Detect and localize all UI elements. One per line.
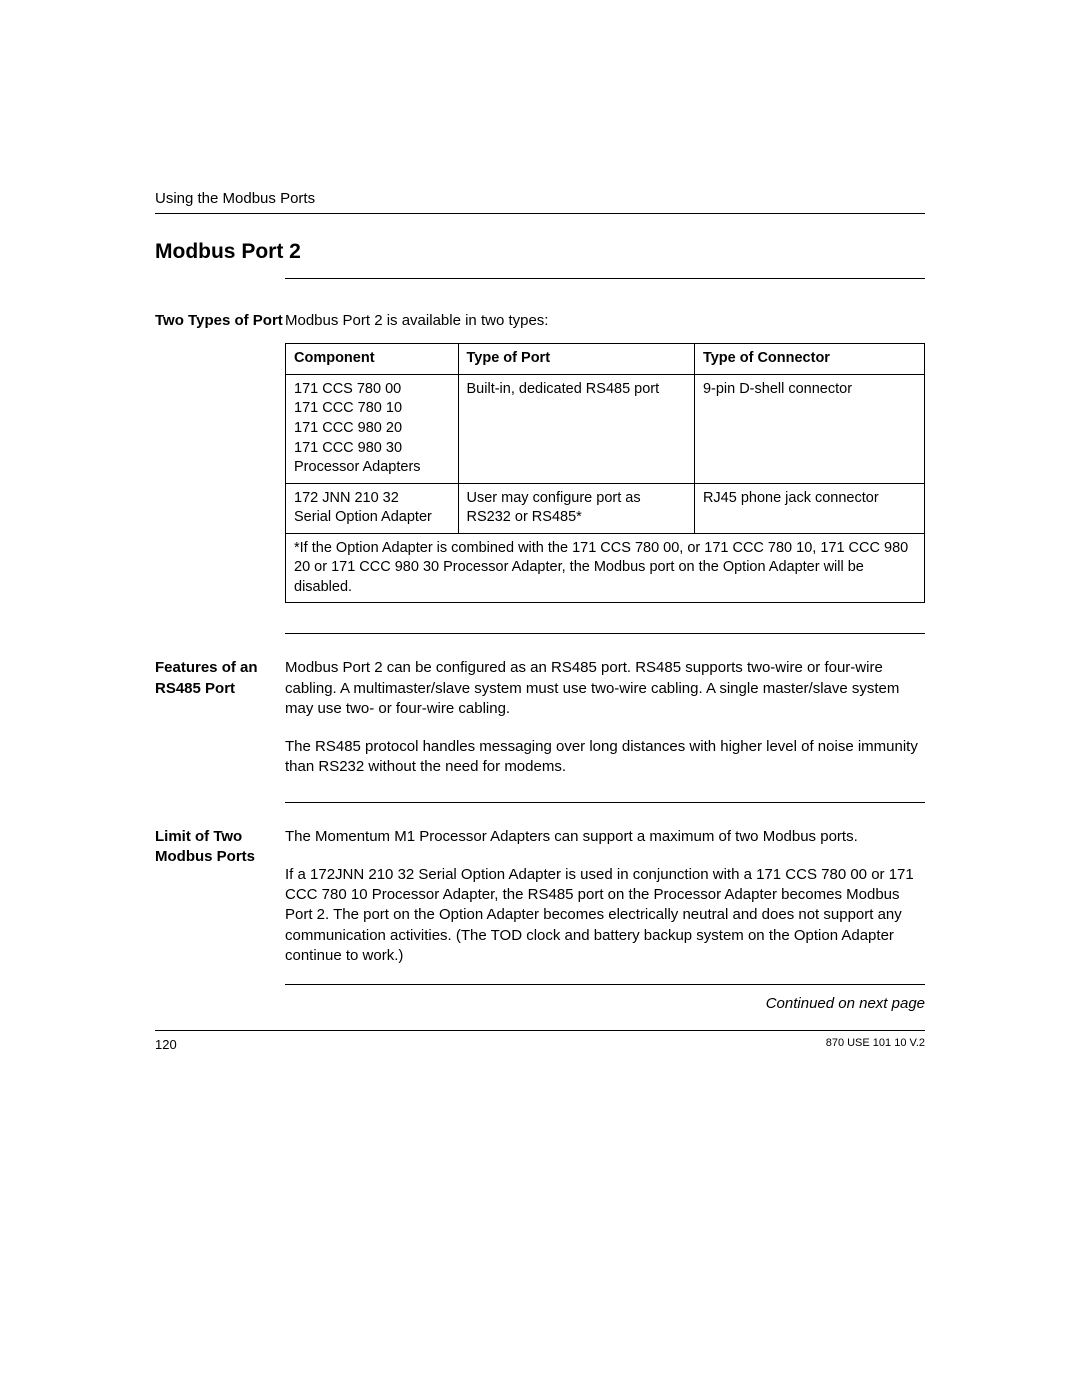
table-cell: 9-pin D-shell connector [694,374,924,483]
section-rs485: Features of an RS485 Port Modbus Port 2 … [155,658,925,777]
col-header: Type of Connector [694,344,924,375]
port-types-table: Component Type of Port Type of Connector… [285,343,925,603]
paragraph: The RS485 protocol handles messaging ove… [285,737,925,778]
section-rule [285,802,925,803]
page-title: Modbus Port 2 [155,240,925,264]
header-rule [155,213,925,214]
table-row: 172 JNN 210 32 Serial Option Adapter Use… [286,483,925,533]
title-rule [285,278,925,279]
table-footnote: *If the Option Adapter is combined with … [286,533,925,603]
section-body: The Momentum M1 Processor Adapters can s… [285,827,925,967]
section-label: Two Types of Port [155,311,285,603]
doc-reference: 870 USE 101 10 V.2 [826,1037,925,1052]
table-cell: RJ45 phone jack connector [694,483,924,533]
page-number: 120 [155,1037,177,1052]
continued-note: Continued on next page [285,995,925,1012]
section-limit: Limit of Two Modbus Ports The Momentum M… [155,827,925,967]
document-page: Using the Modbus Ports Modbus Port 2 Two… [0,0,1080,1397]
paragraph: The Momentum M1 Processor Adapters can s… [285,827,925,847]
page-footer: 120 870 USE 101 10 V.2 [155,1030,925,1052]
table-footnote-row: *If the Option Adapter is combined with … [286,533,925,603]
section-label: Features of an RS485 Port [155,658,285,777]
section-two-types: Two Types of Port Modbus Port 2 is avail… [155,311,925,603]
section-rule [285,984,925,985]
section-label: Limit of Two Modbus Ports [155,827,285,967]
footer-rule [155,1030,925,1031]
col-header: Type of Port [458,344,694,375]
col-header: Component [286,344,459,375]
running-header: Using the Modbus Ports [155,190,925,207]
table-cell: 172 JNN 210 32 Serial Option Adapter [286,483,459,533]
section-body: Modbus Port 2 is available in two types:… [285,311,925,603]
table-cell: User may configure port as RS232 or RS48… [458,483,694,533]
table-cell: Built-in, dedicated RS485 port [458,374,694,483]
footer-row: 120 870 USE 101 10 V.2 [155,1037,925,1052]
section-body: Modbus Port 2 can be configured as an RS… [285,658,925,777]
table-row: 171 CCS 780 00 171 CCC 780 10 171 CCC 98… [286,374,925,483]
section-rule [285,633,925,634]
intro-text: Modbus Port 2 is available in two types: [285,311,925,331]
table-cell: 171 CCS 780 00 171 CCC 780 10 171 CCC 98… [286,374,459,483]
paragraph: If a 172JNN 210 32 Serial Option Adapter… [285,865,925,966]
table-header-row: Component Type of Port Type of Connector [286,344,925,375]
paragraph: Modbus Port 2 can be configured as an RS… [285,658,925,719]
